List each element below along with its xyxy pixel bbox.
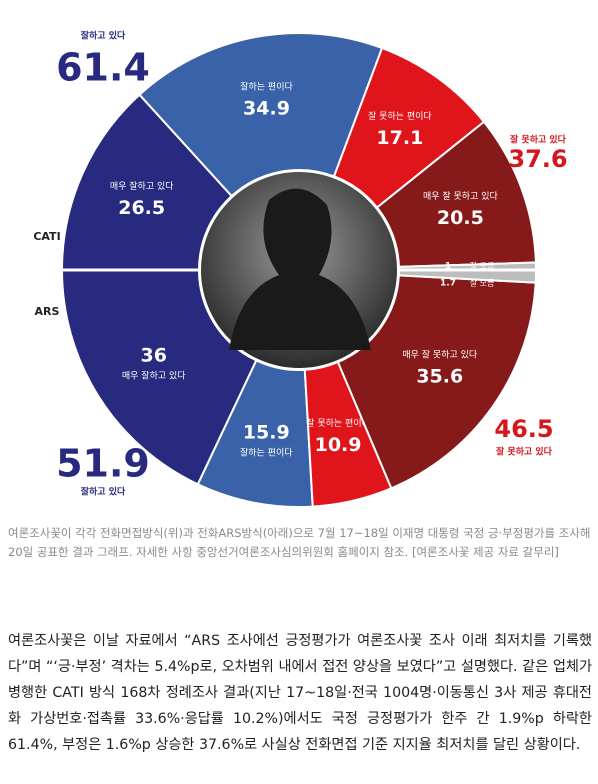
segment-value: 34.9 xyxy=(243,98,290,120)
segment-label: 잘 못하는 편이다 xyxy=(368,110,432,122)
segment-value: 36 xyxy=(140,345,166,367)
article-body: 여론조사꽃은 이날 자료에서 “ARS 조사에선 긍정평가가 여론조사꽃 조사 … xyxy=(8,633,592,753)
segment-label: 매우 잘하고 있다 xyxy=(122,370,186,382)
segment-label: 매우 잘 못하고 있다 xyxy=(423,190,499,202)
series-name: CATI xyxy=(33,230,60,243)
donut-segment xyxy=(138,32,384,198)
total-value: 61.4 xyxy=(56,46,150,90)
total-value: 37.6 xyxy=(508,145,567,173)
total-label: 잘 못하고 있다 xyxy=(496,446,553,458)
segment-label: 잘하는 편이다 xyxy=(240,446,293,458)
segment-value: 10.9 xyxy=(315,434,362,456)
total-label: 잘 못하고 있다 xyxy=(510,134,567,146)
segment-label: 잘 모름 xyxy=(470,279,495,288)
series-name: ARS xyxy=(35,305,60,318)
segment-label: 잘 모름 xyxy=(470,262,495,271)
segment-value: 20.5 xyxy=(437,207,484,229)
segment-label: 매우 잘 못하고 있다 xyxy=(402,348,478,360)
chart: 매우 잘하고 있다 26.5 잘하는 편이다 34.9 잘 못하는 편이다 17.1 매우 … xyxy=(33,30,568,508)
caption: 여론조사꽃이 각각 전화면접방식(위)과 전화ARS방식(아래)으로 7월 17… xyxy=(8,526,591,559)
portrait-silhouette xyxy=(229,188,371,350)
segment-value: 15.9 xyxy=(243,421,290,443)
segment-value: 26.5 xyxy=(118,197,165,219)
donut-segment xyxy=(60,93,234,271)
segment-value: 1.7 xyxy=(440,279,456,289)
donut-segment xyxy=(60,269,258,486)
segment-label: 매우 잘하고 있다 xyxy=(110,180,174,192)
total-label: 잘하고 있다 xyxy=(81,486,126,498)
donut-segment xyxy=(336,274,537,490)
total-label: 잘하고 있다 xyxy=(81,30,126,42)
segment-label: 잘 못하는 편이다 xyxy=(306,417,370,429)
segment-label: 잘하는 편이다 xyxy=(240,81,293,93)
segment-value: 17.1 xyxy=(376,127,423,149)
segment-value: 35.6 xyxy=(416,365,463,387)
segment-value: 1 xyxy=(445,262,451,272)
total-value: 51.9 xyxy=(56,442,150,486)
total-value: 46.5 xyxy=(494,415,553,443)
